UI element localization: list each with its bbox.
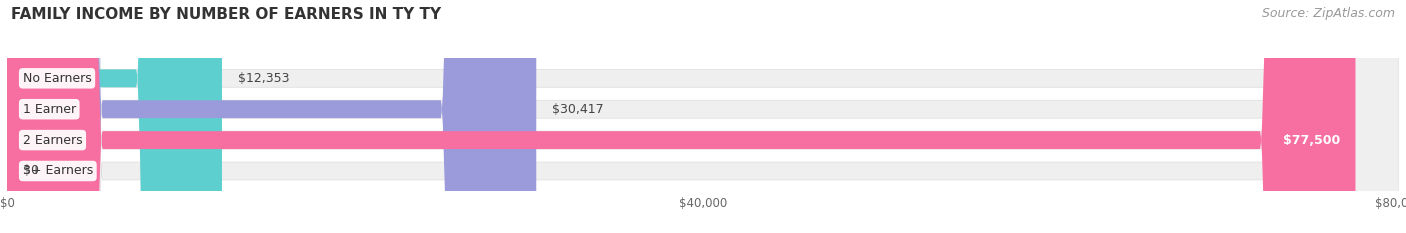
FancyBboxPatch shape <box>7 0 536 233</box>
FancyBboxPatch shape <box>7 0 1399 233</box>
Text: 1 Earner: 1 Earner <box>22 103 76 116</box>
Text: 3+ Earners: 3+ Earners <box>22 164 93 178</box>
FancyBboxPatch shape <box>7 0 1399 233</box>
FancyBboxPatch shape <box>7 0 1399 233</box>
FancyBboxPatch shape <box>7 0 1399 233</box>
FancyBboxPatch shape <box>7 0 1355 233</box>
Text: $30,417: $30,417 <box>553 103 603 116</box>
Text: Source: ZipAtlas.com: Source: ZipAtlas.com <box>1261 7 1395 20</box>
Text: $77,500: $77,500 <box>1282 134 1340 147</box>
Text: 2 Earners: 2 Earners <box>22 134 83 147</box>
Text: No Earners: No Earners <box>22 72 91 85</box>
Text: $0: $0 <box>22 164 39 178</box>
Text: FAMILY INCOME BY NUMBER OF EARNERS IN TY TY: FAMILY INCOME BY NUMBER OF EARNERS IN TY… <box>11 7 441 22</box>
FancyBboxPatch shape <box>7 0 222 233</box>
Text: $12,353: $12,353 <box>238 72 290 85</box>
